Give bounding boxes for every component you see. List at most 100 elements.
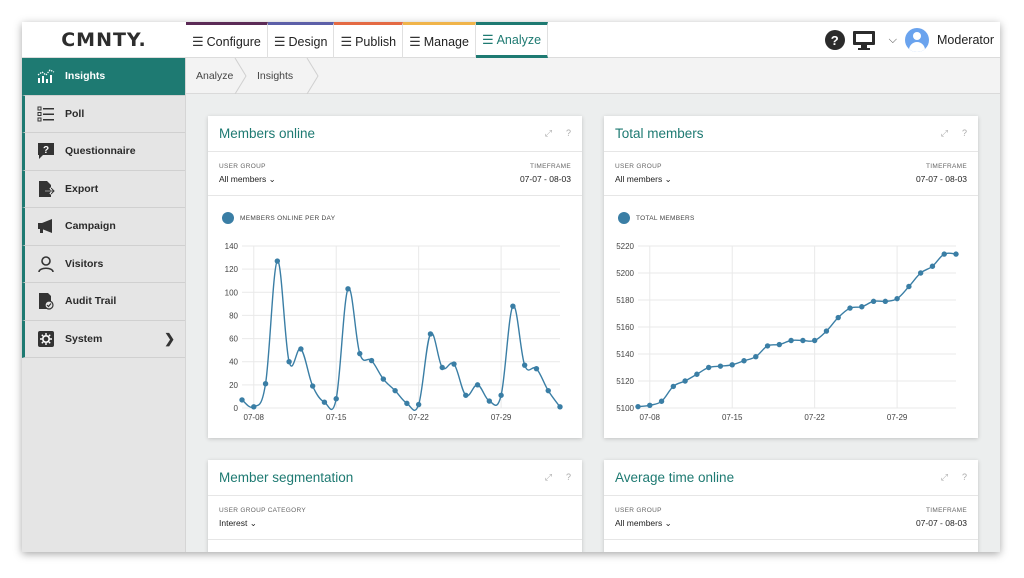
chevron-right-icon: ❯: [164, 330, 175, 346]
chevron-down-icon[interactable]: ⌵: [888, 33, 898, 46]
data-point: [474, 382, 481, 388]
avatar[interactable]: [905, 28, 930, 52]
y-tick-label: 5140: [616, 350, 634, 359]
sidebar-item-label: Campaign: [65, 220, 116, 233]
divider: [208, 495, 582, 496]
members-online-card: Members online ⤢ ? USER GROUP All member…: [208, 116, 582, 438]
menu-icon: ☰: [409, 33, 421, 49]
sidebar-item-label: Poll: [65, 107, 85, 120]
timeframe-value[interactable]: 07-07 - 08-03: [915, 174, 967, 184]
tab-configure[interactable]: ☰ Configure: [186, 22, 268, 58]
y-tick-label: 5220: [616, 242, 634, 251]
user-group-category-select[interactable]: Interest ⌄: [219, 518, 257, 528]
data-point: [274, 258, 281, 264]
help-icon[interactable]: ?: [961, 128, 967, 138]
sidebar-item-label: Audit Trail: [65, 295, 117, 308]
user-group-select[interactable]: All members ⌄: [615, 518, 672, 528]
data-point: [753, 354, 759, 360]
data-point: [439, 364, 445, 371]
x-tick-label: 07-22: [804, 413, 825, 422]
timeframe-label: TIMEFRAME: [926, 163, 967, 170]
series-line: [637, 252, 957, 408]
data-point: [811, 337, 818, 344]
sidebar: Insights Poll ? Questionnaire Export Cam…: [22, 58, 186, 552]
tab-label: Manage: [423, 34, 469, 49]
total-members-chart: 5100 5120 5140 5160 5180 5200 5220 07-08 07-15 07…: [616, 242, 959, 422]
data-point: [647, 402, 653, 408]
sidebar-item-label: Export: [65, 182, 99, 195]
sidebar-item-campaign[interactable]: Campaign: [22, 208, 185, 246]
top-bar: CMNTY. ☰ Configure ☰ Design ☰ Publish ☰ Mana…: [22, 22, 1000, 58]
card-tools: ⤢ ?: [941, 128, 967, 139]
user-group-category-label: USER GROUP CATEGORY: [219, 507, 306, 514]
sidebar-item-export[interactable]: Export: [22, 170, 185, 208]
data-point: [823, 328, 830, 334]
user-group-label: USER GROUP: [615, 163, 662, 170]
data-point: [557, 404, 563, 410]
expand-icon[interactable]: ⤢: [544, 128, 552, 138]
breadcrumb-insights[interactable]: Insights: [257, 70, 294, 82]
app-window: CMNTY. ☰ Configure ☰ Design ☰ Publish ☰ Mana…: [22, 22, 1000, 552]
expand-icon[interactable]: ⤢: [940, 128, 948, 138]
data-point: [859, 304, 865, 310]
timeframe-value[interactable]: 07-07 - 08-03: [519, 174, 571, 184]
divider: [208, 151, 582, 152]
data-point: [847, 305, 853, 311]
help-icon[interactable]: ?: [565, 472, 571, 482]
data-point: [463, 392, 469, 398]
tab-analyze[interactable]: ☰ Analyze: [475, 22, 549, 58]
data-point: [251, 404, 257, 410]
total-members-card: Total members ⤢ ? USER GROUP All members…: [604, 116, 978, 438]
data-point: [658, 398, 665, 404]
user-group-select[interactable]: All members ⌄: [219, 174, 276, 184]
help-icon[interactable]: ?: [961, 472, 967, 482]
data-point: [870, 298, 877, 305]
timeframe-label: TIMEFRAME: [926, 507, 967, 514]
data-point: [321, 399, 328, 405]
export-icon: [37, 180, 55, 198]
data-point: [368, 357, 375, 364]
data-point: [835, 314, 841, 321]
menu-icon: ☰: [340, 33, 353, 49]
help-icon[interactable]: ?: [824, 30, 845, 50]
breadcrumb-analyze[interactable]: Analyze: [196, 70, 234, 82]
tab-publish[interactable]: ☰ Publish: [334, 22, 404, 58]
timeframe-value[interactable]: 07-07 - 08-03: [915, 518, 967, 528]
expand-icon[interactable]: ⤢: [544, 472, 552, 482]
tab-design[interactable]: ☰ Design: [267, 22, 335, 58]
members-online-chart: 0 20 40 60 80 100 120 140 07-08 07-15 07-22 07-29: [225, 242, 563, 422]
visitor-person-icon: [37, 255, 55, 273]
user-group-select[interactable]: All members ⌄: [615, 174, 672, 184]
tab-label: Publish: [355, 34, 397, 49]
data-point: [345, 286, 351, 292]
sidebar-item-audit-trail[interactable]: Audit Trail: [22, 283, 185, 321]
audit-trail-icon: [37, 292, 55, 310]
y-tick-label: 40: [229, 358, 238, 367]
y-tick-label: 5160: [616, 323, 634, 332]
tab-manage[interactable]: ☰ Manage: [403, 22, 476, 58]
y-tick-label: 140: [225, 242, 239, 251]
system-gear-icon: [37, 330, 55, 348]
sidebar-item-questionnaire[interactable]: ? Questionnaire: [22, 133, 185, 171]
monitor-icon[interactable]: [852, 30, 875, 50]
data-point: [404, 400, 410, 407]
divider: [604, 539, 978, 540]
data-point: [309, 383, 316, 389]
x-tick-label: 07-15: [326, 413, 347, 422]
sidebar-item-visitors[interactable]: Visitors: [22, 245, 185, 283]
sidebar-item-system[interactable]: System ❯: [22, 320, 185, 358]
help-icon[interactable]: ?: [565, 128, 571, 138]
expand-icon[interactable]: ⤢: [940, 472, 948, 482]
data-point: [906, 283, 912, 290]
user-name[interactable]: Moderator: [937, 33, 994, 47]
card-title: Average time online: [615, 470, 735, 485]
data-point: [764, 343, 771, 349]
member-segmentation-card: Member segmentation ⤢ ? USER GROUP CATEG…: [208, 460, 582, 552]
logo[interactable]: CMNTY.: [61, 29, 147, 51]
y-tick-label: 5180: [616, 296, 634, 305]
data-point: [510, 303, 516, 309]
data-point: [357, 350, 363, 357]
sidebar-item-insights[interactable]: Insights: [22, 58, 185, 96]
sidebar-item-poll[interactable]: Poll: [22, 95, 185, 133]
legend-swatch: [222, 212, 234, 224]
